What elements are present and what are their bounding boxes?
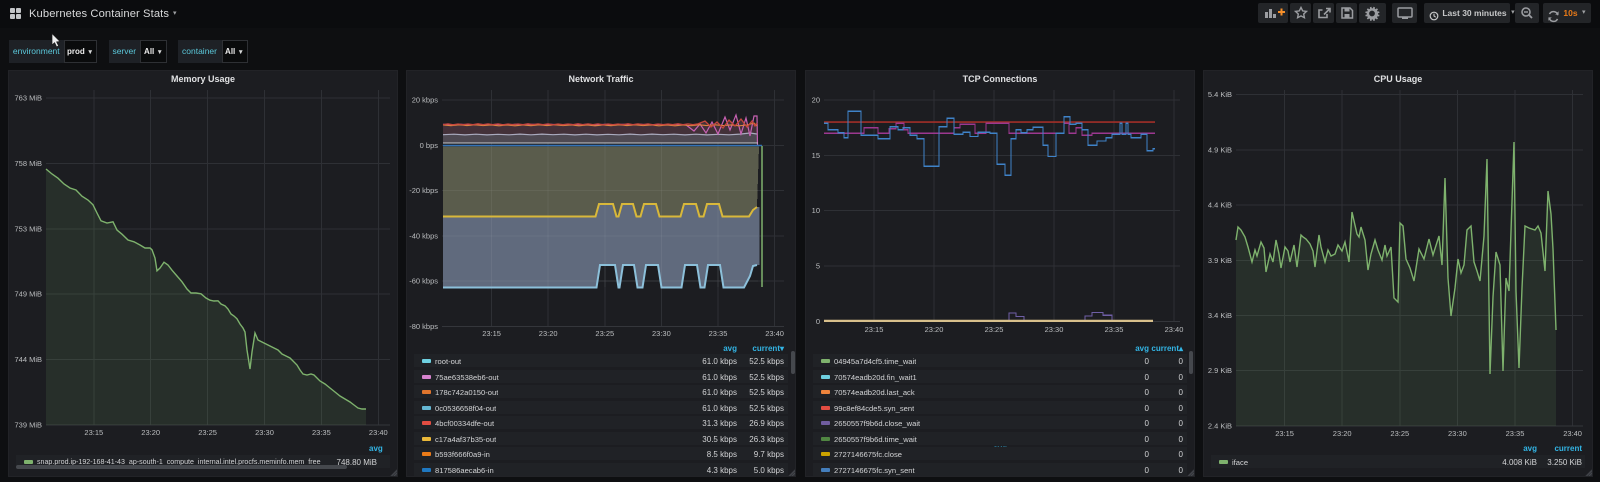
svg-text:23:20: 23:20	[1333, 429, 1352, 438]
svg-text:23:30: 23:30	[255, 428, 274, 437]
svg-text:3.4 KiB: 3.4 KiB	[1208, 311, 1232, 320]
svg-text:5.4 KiB: 5.4 KiB	[1208, 90, 1232, 99]
svg-text:23:30: 23:30	[1448, 429, 1467, 438]
svg-text:23:40: 23:40	[369, 428, 388, 437]
svg-text:23:35: 23:35	[1506, 429, 1525, 438]
svg-text:23:25: 23:25	[198, 428, 217, 437]
svg-text:23:20: 23:20	[539, 329, 558, 338]
svg-text:2.4 KiB: 2.4 KiB	[1208, 421, 1232, 430]
svg-text:763 MiB: 763 MiB	[14, 94, 42, 103]
svg-text:23:40: 23:40	[1165, 325, 1184, 334]
svg-text:-20 kbps: -20 kbps	[409, 186, 438, 195]
svg-text:5: 5	[816, 262, 820, 271]
svg-text:15: 15	[812, 151, 820, 160]
svg-text:20 kbps: 20 kbps	[412, 96, 439, 105]
svg-text:753 MiB: 753 MiB	[14, 224, 42, 233]
svg-text:749 MiB: 749 MiB	[14, 290, 42, 299]
svg-text:23:35: 23:35	[709, 329, 728, 338]
svg-text:23:25: 23:25	[985, 325, 1004, 334]
svg-text:23:25: 23:25	[1390, 429, 1409, 438]
svg-text:23:15: 23:15	[84, 428, 103, 437]
svg-text:23:15: 23:15	[1275, 429, 1294, 438]
svg-text:23:15: 23:15	[865, 325, 884, 334]
svg-text:4.4 KiB: 4.4 KiB	[1208, 201, 1232, 210]
svg-text:23:35: 23:35	[1105, 325, 1124, 334]
svg-text:0 bps: 0 bps	[420, 141, 439, 150]
svg-text:-60 kbps: -60 kbps	[409, 277, 438, 286]
svg-text:23:35: 23:35	[312, 428, 331, 437]
svg-text:20: 20	[812, 96, 820, 105]
svg-text:-40 kbps: -40 kbps	[409, 231, 438, 240]
svg-text:758 MiB: 758 MiB	[14, 159, 42, 168]
svg-text:0: 0	[816, 317, 820, 326]
svg-text:4.9 KiB: 4.9 KiB	[1208, 145, 1232, 154]
svg-text:23:20: 23:20	[141, 428, 160, 437]
svg-text:3.9 KiB: 3.9 KiB	[1208, 256, 1232, 265]
svg-text:739 MiB: 739 MiB	[14, 421, 42, 430]
svg-text:2.9 KiB: 2.9 KiB	[1208, 366, 1232, 375]
svg-text:23:15: 23:15	[482, 329, 501, 338]
svg-text:23:25: 23:25	[595, 329, 614, 338]
svg-text:23:30: 23:30	[1045, 325, 1064, 334]
svg-text:-80 kbps: -80 kbps	[409, 322, 438, 331]
svg-text:23:40: 23:40	[1563, 429, 1582, 438]
svg-text:23:30: 23:30	[652, 329, 671, 338]
svg-text:23:20: 23:20	[925, 325, 944, 334]
svg-text:10: 10	[812, 206, 820, 215]
svg-text:744 MiB: 744 MiB	[14, 355, 42, 364]
svg-text:23:40: 23:40	[765, 329, 784, 338]
